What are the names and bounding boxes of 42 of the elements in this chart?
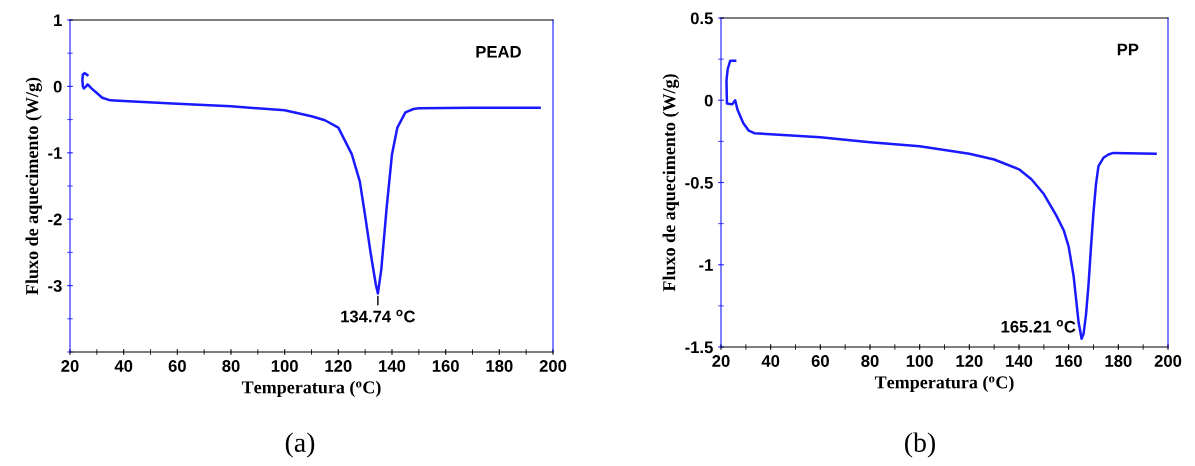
x-tick-label: 60	[811, 355, 829, 367]
text: (a)	[285, 432, 315, 458]
annotation: 165.21 $^{o}$C	[1001, 320, 1076, 333]
x-tick-label: 40	[761, 355, 780, 367]
y-tick-label: 0	[704, 94, 713, 107]
x-tick-label: 140	[1006, 355, 1033, 367]
y-tick-label: -1	[48, 147, 62, 159]
x-tick-label: 120	[325, 360, 352, 372]
y-axis-title: Fluxo de aquecimento (W/g)	[25, 77, 42, 295]
x-axis-title: Temperatura ($^{o}$C)	[874, 375, 1014, 393]
annotation: PEAD	[476, 46, 521, 58]
x-tick-label: 20	[61, 360, 79, 372]
y-tick-label: 0.5	[690, 12, 713, 25]
x-axis-title: Temperatura ($^{o}$C)	[241, 380, 381, 398]
x-tick-label: 100	[271, 360, 298, 372]
x-tick-label: 160	[432, 360, 459, 372]
x-tick-label: 160	[1055, 355, 1082, 367]
y-tick-label: 0	[53, 80, 62, 93]
x-tick-label: 120	[956, 355, 983, 367]
x-tick-label: 20	[712, 355, 730, 367]
y-tick-label: -0.5	[685, 176, 713, 189]
x-tick-label: 140	[379, 360, 406, 372]
x-tick-label: 80	[861, 355, 879, 367]
line-series	[725, 59, 1157, 341]
y-tick-label: 1	[54, 14, 62, 27]
line-series	[81, 71, 541, 295]
x-tick-label: 100	[906, 355, 933, 367]
x-tick-label: 60	[168, 360, 186, 372]
annotation: 134.74 $^{o}$C	[341, 309, 416, 323]
y-tick-label: -2	[48, 213, 62, 226]
y-tick-label: -1	[699, 259, 713, 271]
x-tick-label: 200	[1154, 355, 1182, 367]
text: (b)	[905, 432, 935, 458]
x-tick-label: 80	[222, 360, 240, 372]
y-tick-label: -1.5	[685, 341, 713, 354]
y-axis-title: Fluxo de aquecimento (W/g)	[662, 74, 680, 292]
annotation: PP	[1117, 43, 1139, 56]
x-tick-label: 180	[1105, 355, 1132, 367]
x-tick-label: 40	[114, 360, 133, 372]
x-tick-label: 180	[486, 360, 513, 372]
y-tick-label: -3	[48, 280, 62, 292]
x-tick-label: 200	[539, 360, 567, 372]
